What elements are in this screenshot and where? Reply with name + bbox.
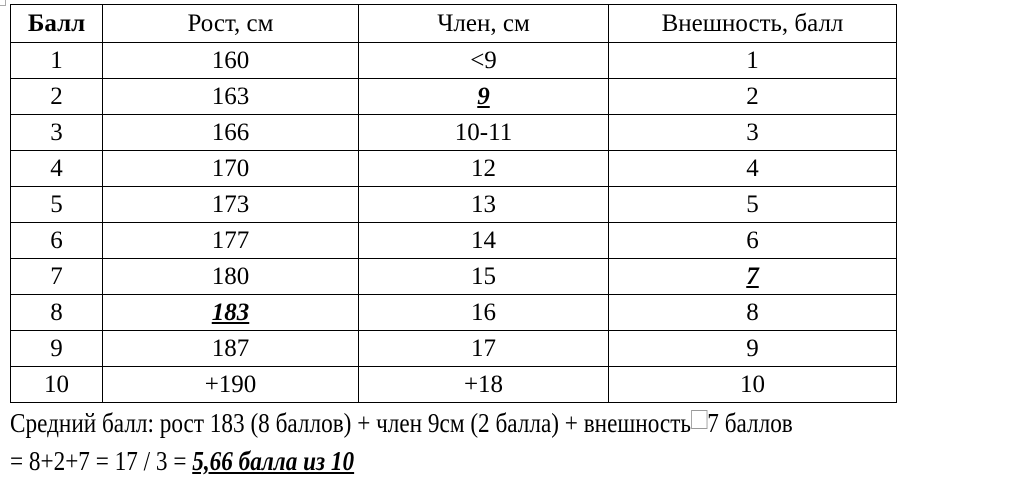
table-row: 7 180 15 7: [10, 258, 897, 295]
table-cell: 10: [10, 366, 103, 403]
table-cell: 5: [608, 186, 897, 223]
table-row: 9 187 17 9: [10, 330, 897, 367]
summary-text-end: 7 баллов: [707, 408, 793, 438]
table-cell: 13: [358, 186, 609, 223]
table-cell: 14: [358, 222, 609, 259]
table-cell: 10: [608, 366, 897, 403]
table-cell: 2: [10, 78, 103, 115]
header-height: Рост, см: [102, 4, 359, 43]
table-cell: 177: [102, 222, 359, 259]
summary-text: Средний балл: рост 183 (8 баллов) + член…: [10, 408, 691, 438]
table-cell: 4: [608, 150, 897, 187]
summary-calc: = 8+2+7 = 17 / 3 =: [10, 446, 193, 476]
table-cell: 2: [608, 78, 897, 115]
summary-line-2: = 8+2+7 = 17 / 3 = 5,66 балла из 10: [10, 446, 354, 477]
score-table: Балл Рост, см Член, см Внешность, балл 1…: [10, 4, 897, 403]
table-row: 1 160 <9 1: [10, 42, 897, 79]
table-cell: 6: [10, 222, 103, 259]
table-cell: 1: [10, 42, 103, 79]
table-cell: 17: [358, 330, 609, 367]
table-cell: 15: [358, 258, 609, 295]
table-cell: 9: [10, 330, 103, 367]
table-cell: 4: [10, 150, 103, 187]
header-score: Балл: [10, 4, 103, 43]
table-cell: 9: [608, 330, 897, 367]
table-cell: 10-11: [358, 114, 609, 151]
table-row: 3 166 10-11 3: [10, 114, 897, 151]
table-cell: 180: [102, 258, 359, 295]
table-cell: 183: [102, 294, 359, 331]
table-cell: 16: [358, 294, 609, 331]
header-appearance: Внешность, балл: [608, 4, 897, 43]
table-cell: 12: [358, 150, 609, 187]
anchor-marker: [0, 0, 6, 6]
table-row: 10 +190 +18 10: [10, 366, 897, 403]
header-length: Член, см: [358, 4, 609, 43]
table-cell: <9: [358, 42, 609, 79]
table-cell: 3: [608, 114, 897, 151]
table-cell: +190: [102, 366, 359, 403]
table-cell: 170: [102, 150, 359, 187]
summary-result: 5,66 балла из 10: [192, 446, 355, 476]
table-header-row: Балл Рост, см Член, см Внешность, балл: [10, 4, 897, 43]
table-cell: 8: [10, 294, 103, 331]
summary-line-1: Средний балл: рост 183 (8 баллов) + член…: [10, 408, 793, 439]
table-row: 8 183 16 8: [10, 294, 897, 331]
table-cell: 163: [102, 78, 359, 115]
table-cell: 160: [102, 42, 359, 79]
table-cell: 9: [358, 78, 609, 115]
table-row: 5 173 13 5: [10, 186, 897, 223]
table-cell: 3: [10, 114, 103, 151]
table-cell: 8: [608, 294, 897, 331]
table-row: 2 163 9 2: [10, 78, 897, 115]
table-cell: 173: [102, 186, 359, 223]
table-cell: 5: [10, 186, 103, 223]
table-row: 6 177 14 6: [10, 222, 897, 259]
placeholder-box: [690, 410, 708, 429]
table-cell: 6: [608, 222, 897, 259]
table-row: 4 170 12 4: [10, 150, 897, 187]
table-cell: 166: [102, 114, 359, 151]
table-cell: 7: [10, 258, 103, 295]
table-cell: 187: [102, 330, 359, 367]
table-cell: +18: [358, 366, 609, 403]
table-cell: 1: [608, 42, 897, 79]
table-cell: 7: [608, 258, 897, 295]
